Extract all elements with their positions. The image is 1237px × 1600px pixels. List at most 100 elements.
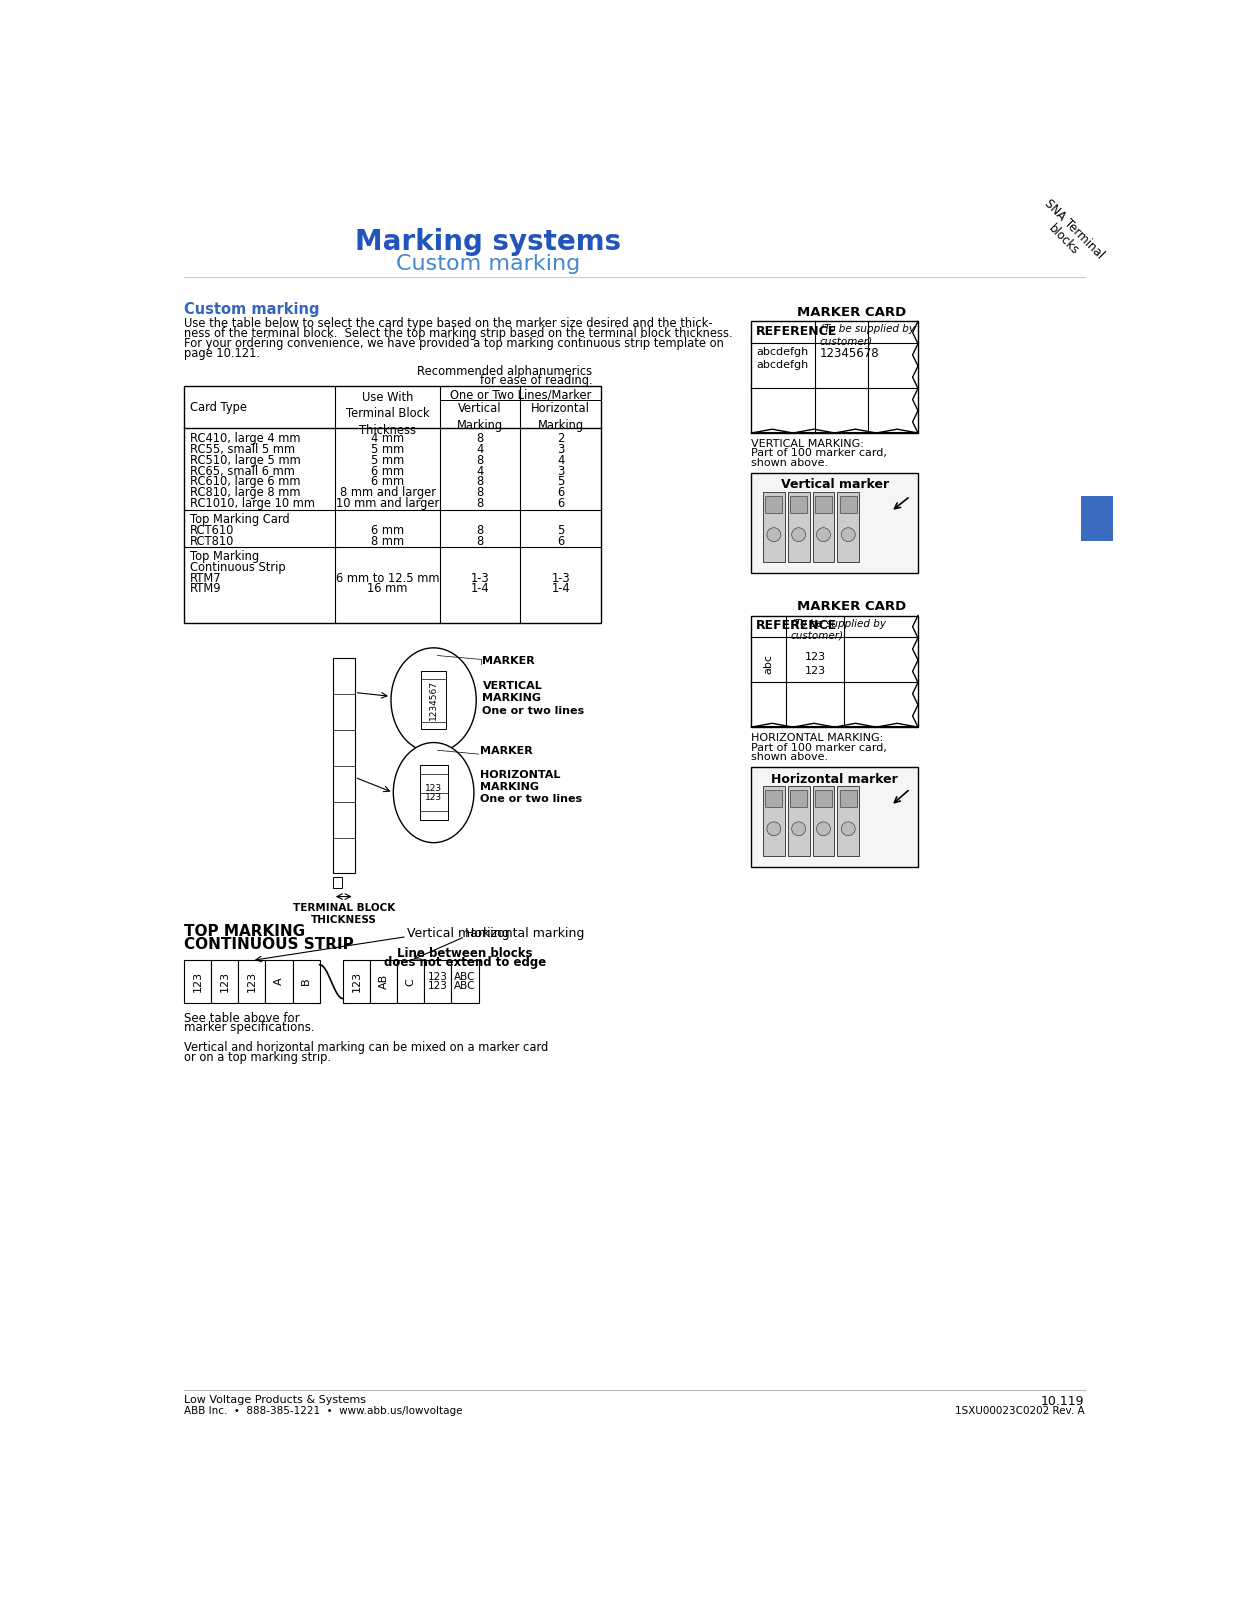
Ellipse shape <box>393 742 474 843</box>
Text: 6: 6 <box>557 498 564 510</box>
Text: (To be supplied by
customer): (To be supplied by customer) <box>820 325 914 347</box>
Text: RTM7: RTM7 <box>190 571 221 584</box>
Bar <box>424 960 452 1003</box>
Bar <box>751 616 918 726</box>
Bar <box>815 496 833 514</box>
Text: 5: 5 <box>557 523 564 538</box>
Bar <box>766 790 782 808</box>
Text: marker specifications.: marker specifications. <box>184 1021 314 1034</box>
Text: RC1010, large 10 mm: RC1010, large 10 mm <box>190 498 315 510</box>
Text: ness of the terminal block.  Select the top marking strip based on the terminal : ness of the terminal block. Select the t… <box>184 326 732 339</box>
Text: 10: 10 <box>1084 509 1111 528</box>
Text: Vertical marking: Vertical marking <box>407 928 510 941</box>
Circle shape <box>841 822 855 835</box>
Text: RC55, small 5 mm: RC55, small 5 mm <box>190 443 296 456</box>
Text: RC810, large 8 mm: RC810, large 8 mm <box>190 486 301 499</box>
Text: RC510, large 5 mm: RC510, large 5 mm <box>190 454 301 467</box>
Text: 4 mm: 4 mm <box>371 432 404 445</box>
Text: page 10.121.: page 10.121. <box>184 347 260 360</box>
Text: Marking systems: Marking systems <box>355 229 621 256</box>
Text: 6 mm: 6 mm <box>371 475 404 488</box>
Text: 123: 123 <box>193 971 203 992</box>
Bar <box>293 960 319 1003</box>
Bar <box>1081 496 1113 541</box>
Bar <box>751 766 918 867</box>
Text: 123: 123 <box>247 971 257 992</box>
Circle shape <box>816 822 830 835</box>
Bar <box>333 658 355 874</box>
Circle shape <box>792 528 805 541</box>
Bar <box>184 386 601 622</box>
Text: 6 mm to 12.5 mm: 6 mm to 12.5 mm <box>335 571 439 584</box>
Text: Part of 100 marker card,: Part of 100 marker card, <box>751 742 887 752</box>
Text: 4: 4 <box>476 464 484 477</box>
Text: 1-4: 1-4 <box>552 582 570 595</box>
Text: abc: abc <box>763 654 774 674</box>
Text: 123: 123 <box>351 971 361 992</box>
Text: Card Type: Card Type <box>190 402 247 414</box>
Text: ABC: ABC <box>454 981 476 992</box>
Text: RCT810: RCT810 <box>190 534 235 547</box>
Text: 1234567: 1234567 <box>429 680 438 720</box>
Bar <box>763 493 784 562</box>
Text: RC610, large 6 mm: RC610, large 6 mm <box>190 475 301 488</box>
Text: HORIZONTAL
MARKING
One or two lines: HORIZONTAL MARKING One or two lines <box>480 770 583 805</box>
Bar <box>837 787 860 856</box>
Bar <box>343 960 370 1003</box>
Text: 1-3: 1-3 <box>471 571 490 584</box>
Text: 6: 6 <box>557 486 564 499</box>
Bar <box>840 790 857 808</box>
Text: ABB Inc.  •  888-385-1221  •  www.abb.us/lowvoltage: ABB Inc. • 888-385-1221 • www.abb.us/low… <box>184 1405 463 1416</box>
Text: Line between blocks: Line between blocks <box>397 947 533 960</box>
Text: B: B <box>301 978 312 986</box>
Bar <box>790 790 808 808</box>
Text: VERTICAL
MARKING
One or two lines: VERTICAL MARKING One or two lines <box>482 682 585 715</box>
Text: ABC: ABC <box>454 973 476 982</box>
Text: 123: 123 <box>426 784 442 794</box>
Text: 8: 8 <box>476 454 484 467</box>
Text: (To be supplied by
customer): (To be supplied by customer) <box>790 619 886 642</box>
Bar <box>333 877 343 888</box>
Text: does not extend to edge: does not extend to edge <box>383 955 547 970</box>
Text: RCT610: RCT610 <box>190 523 235 538</box>
Bar <box>766 496 782 514</box>
Bar <box>763 787 784 856</box>
Text: 123: 123 <box>428 981 448 992</box>
Text: Vertical marker: Vertical marker <box>781 478 888 491</box>
Text: TOP MARKING: TOP MARKING <box>184 923 306 939</box>
Text: 1-3: 1-3 <box>552 571 570 584</box>
Text: Low Voltage Products & Systems: Low Voltage Products & Systems <box>184 1395 366 1405</box>
Text: 16 mm: 16 mm <box>367 582 408 595</box>
Text: 5 mm: 5 mm <box>371 454 404 467</box>
Text: Top Marking: Top Marking <box>190 550 260 563</box>
Circle shape <box>767 822 781 835</box>
Bar <box>788 493 809 562</box>
Text: 5 mm: 5 mm <box>371 443 404 456</box>
Text: 10.119: 10.119 <box>1042 1395 1085 1408</box>
Text: 6 mm: 6 mm <box>371 523 404 538</box>
Bar <box>837 493 860 562</box>
Text: VERTICAL MARKING:: VERTICAL MARKING: <box>751 438 865 450</box>
Text: abcdefgh
abcdefgh: abcdefgh abcdefgh <box>756 347 808 370</box>
Text: 8 mm: 8 mm <box>371 534 404 547</box>
Text: 8: 8 <box>476 432 484 445</box>
Text: SNA Terminal
blocks: SNA Terminal blocks <box>1032 197 1107 272</box>
Text: 123: 123 <box>428 973 448 982</box>
Text: Recommended alphanumerics: Recommended alphanumerics <box>417 365 593 378</box>
Text: HORIZONTAL MARKING:: HORIZONTAL MARKING: <box>751 733 883 744</box>
Bar <box>815 790 833 808</box>
Text: 123: 123 <box>426 794 442 803</box>
Text: C: C <box>406 978 416 986</box>
Text: shown above.: shown above. <box>751 752 829 762</box>
Text: Continuous Strip: Continuous Strip <box>190 562 286 574</box>
Text: Horizontal marker: Horizontal marker <box>772 773 898 786</box>
Text: Vertical
Marking: Vertical Marking <box>456 402 503 432</box>
Text: RTM9: RTM9 <box>190 582 221 595</box>
Text: 3: 3 <box>557 464 564 477</box>
Text: MARKER CARD: MARKER CARD <box>798 600 907 613</box>
Text: One or Two Lines/Marker: One or Two Lines/Marker <box>450 389 591 402</box>
Text: 8: 8 <box>476 498 484 510</box>
Text: shown above.: shown above. <box>751 458 829 467</box>
Text: See table above for: See table above for <box>184 1013 299 1026</box>
Text: 123
123: 123 123 <box>805 653 826 677</box>
